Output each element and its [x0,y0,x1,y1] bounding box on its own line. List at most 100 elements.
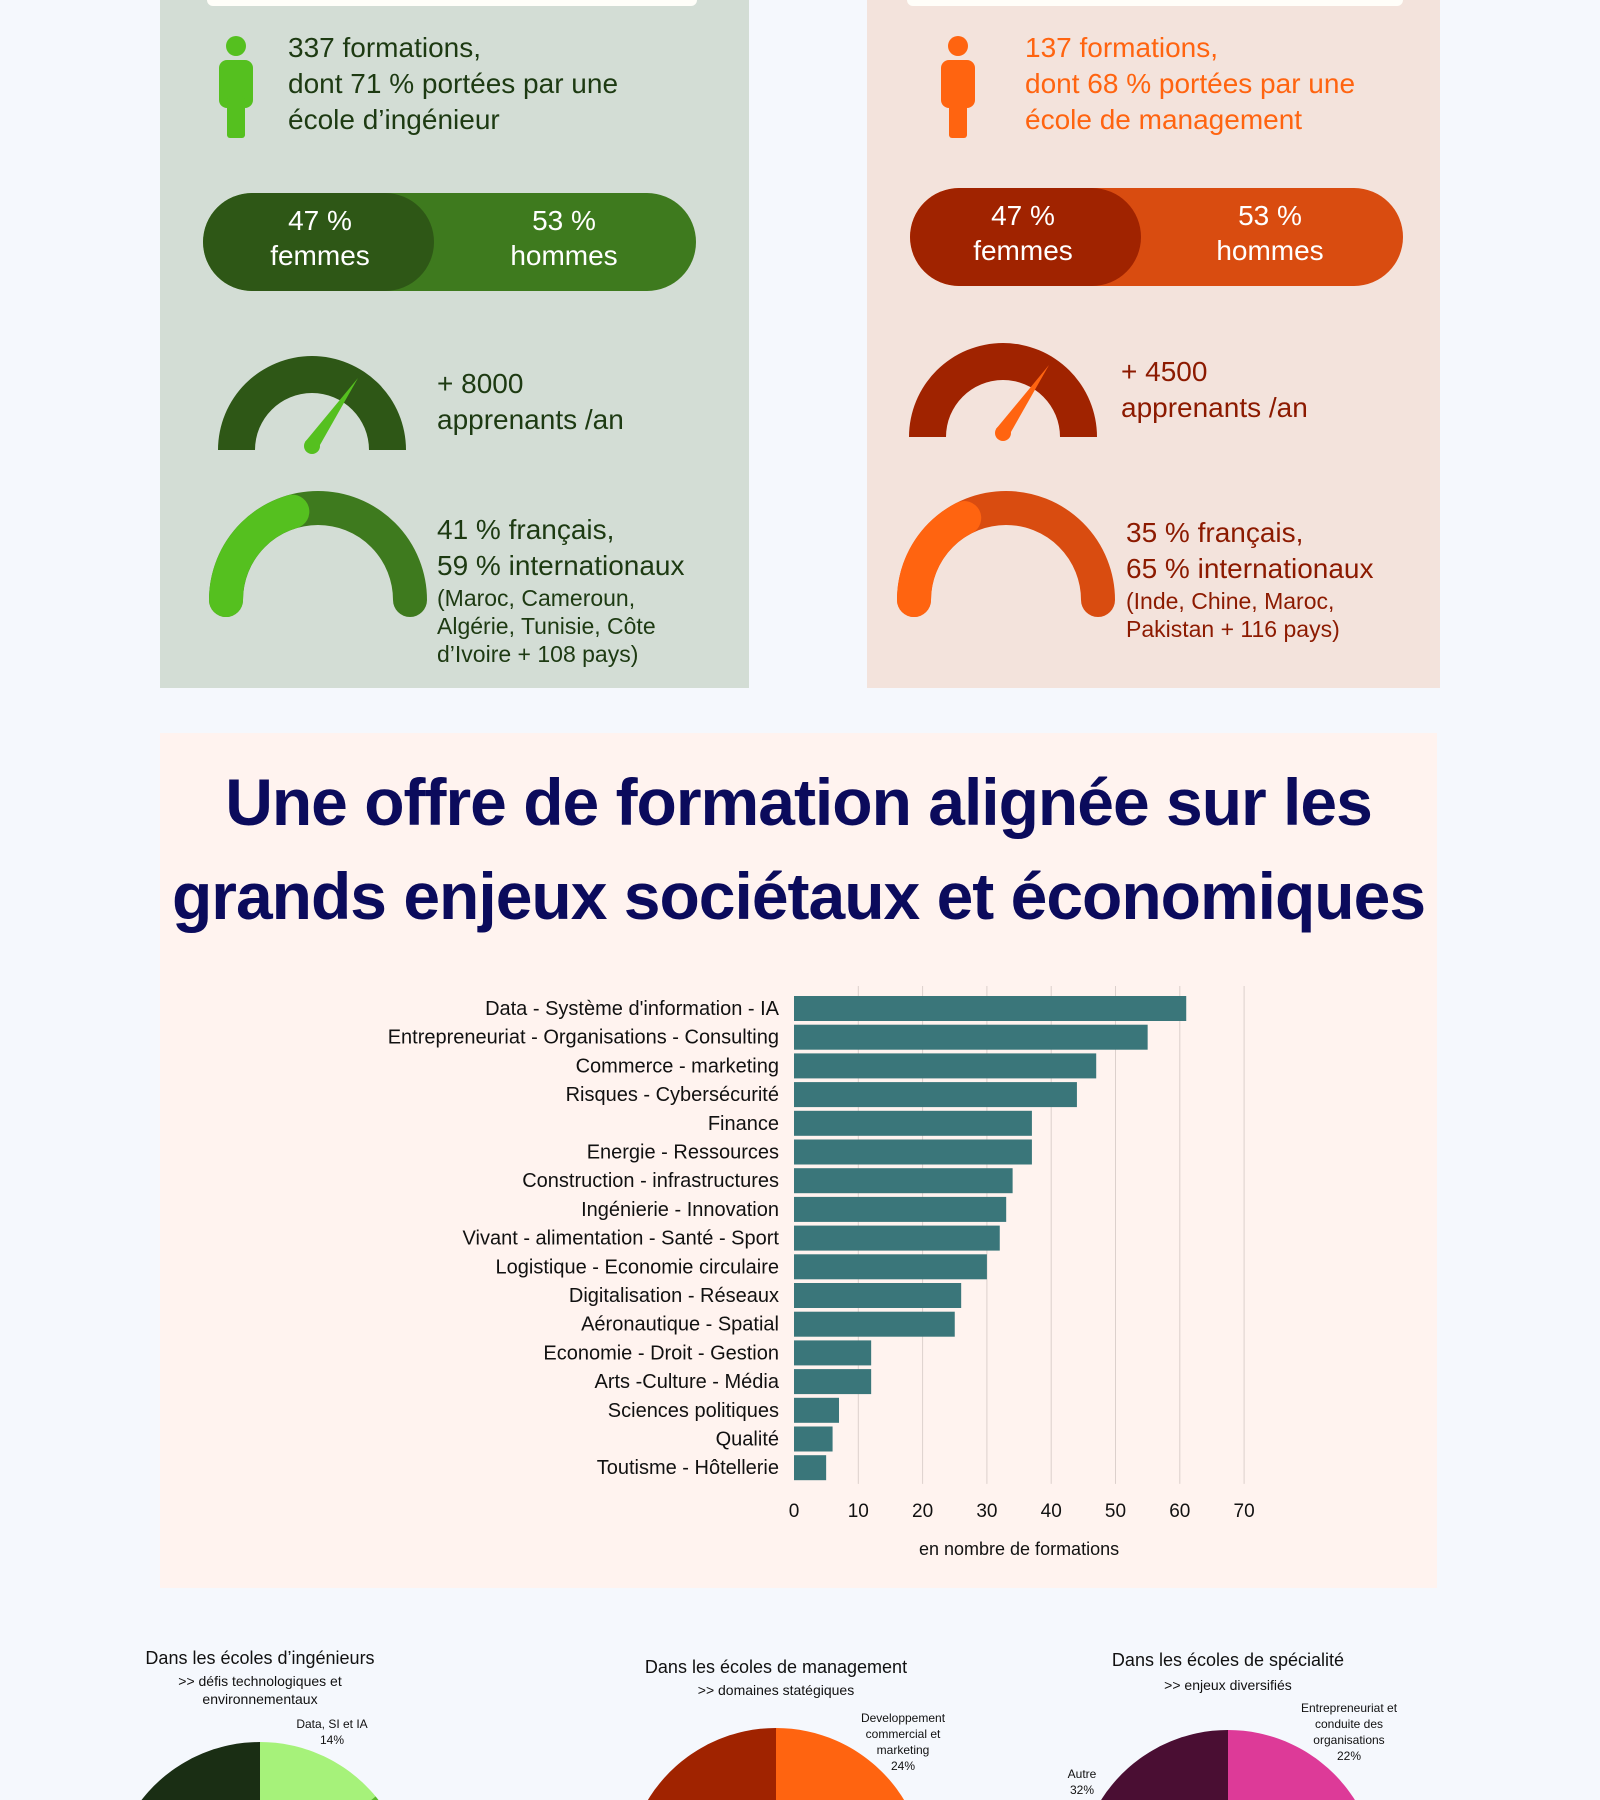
category-label: Toutisme - Hôtellerie [597,1457,779,1479]
label-line: Developpement [860,1711,946,1725]
text-line: 59 % internationaux [437,550,685,581]
pie-slice-label: Data, SI et IA 14% [296,1716,367,1748]
bar [794,1139,1032,1165]
text-line: + 8000 [437,368,524,399]
pie-slice [1228,1730,1355,1800]
pie-slice [371,1796,379,1800]
men-pct: 53 % [1238,200,1302,231]
x-tick-label: 40 [1041,1501,1062,1522]
bar [794,1340,872,1366]
men-label: hommes [510,240,618,271]
bar-chart: Data - Système d'information - IA Entrepr… [388,986,1255,1559]
x-tick-label: 50 [1105,1501,1126,1522]
learners-text: + 4500 apprenants /an [1121,354,1308,426]
x-tick-label: 30 [976,1501,997,1522]
nationality-gauge [897,491,1115,617]
bar [794,1426,833,1452]
women-label: femmes [973,235,1073,266]
pie-slice [260,1742,376,1800]
category-label: Energie - Ressources [587,1142,779,1164]
title-line: grands enjeux sociétaux et économiques [171,859,1426,933]
pie-other-label: Autre 32% [1068,1766,1097,1798]
bar [794,1225,1000,1251]
bar [794,1024,1148,1050]
women-pct: 47 % [991,200,1055,231]
pie-slice [1101,1730,1228,1800]
bar [794,1283,962,1308]
pie-subtitle: >> défis technologiques et environnementa… [178,1672,341,1708]
gauge-fill-french [897,501,982,617]
pie-slice [647,1728,776,1800]
person-icon [219,36,253,138]
label-line: commercial et [865,1727,941,1741]
pie-slice-label: Entrepreneuriat et conduite des organisati… [1301,1700,1397,1764]
bar [794,1397,840,1423]
bar [794,1082,1077,1108]
bar [794,1168,1013,1194]
label-line: conduite des [1314,1717,1384,1731]
gauge-fill-french [209,494,310,617]
x-tick-label: 20 [912,1501,933,1522]
category-label: Commerce - marketing [576,1055,779,1077]
text-line: (Inde, Chine, Maroc, [1126,588,1335,614]
label-line: 24% [890,1759,916,1773]
category-label: Entrepreneuriat - Organisations - Consul… [388,1027,779,1049]
text-line: apprenants /an [437,404,624,435]
bar [794,1053,1097,1079]
category-label: Ingénierie - Innovation [581,1199,779,1221]
subtitle-line: >> défis technologiques et [178,1673,342,1689]
bar [794,1455,827,1481]
panel-top-tab [907,0,1403,6]
text-line: école de management [1025,104,1303,135]
bar [794,1110,1032,1136]
gender-split-bar: 47 % femmes 53 % hommes [203,193,696,291]
nationality-text: 35 % français, 65 % internationaux (Inde… [1126,515,1374,643]
text-line: apprenants /an [1121,392,1308,423]
text-line: dont 68 % portées par une [1025,68,1356,99]
category-label: Arts -Culture - Média [595,1371,780,1393]
bar [794,1311,955,1337]
text-line: école d’ingénieur [288,104,500,135]
person-icon [941,36,975,138]
category-label: Data - Système d'information - IA [485,998,780,1020]
pie-title: Dans les écoles d’ingénieurs [145,1648,375,1668]
bar [794,1369,872,1395]
category-label: Logistique - Economie circulaire [496,1256,779,1278]
learners-text: + 8000 apprenants /an [437,366,624,438]
subtitle-line: environnementaux [202,1691,318,1707]
label-line: 22% [1336,1749,1362,1763]
pie-slice [141,1742,260,1800]
text-line: dont 71 % portées par une [288,68,619,99]
text-line: (Maroc, Cameroun, [437,585,636,611]
women-segment [203,193,434,291]
text-line: 137 formations, [1025,32,1218,63]
women-label: femmes [270,240,370,271]
category-label: Sciences politiques [608,1400,779,1422]
subtitle-line: >> enjeux diversifiés [1164,1677,1292,1693]
formations-text: 337 formations, dont 71 % portées par un… [288,30,618,138]
formations-text: 137 formations, dont 68 % portées par un… [1025,30,1355,138]
speedometer-icon [218,356,406,454]
x-axis-label: en nombre de formations [919,1539,1119,1559]
title-line: Une offre de formation alignée sur les [225,765,1373,839]
women-segment [910,188,1141,286]
subtitle-line: >> domaines statégiques [697,1682,855,1698]
pie-title: Dans les écoles de spécialité [1111,1650,1345,1670]
category-label: Economie - Droit - Gestion [543,1342,779,1364]
engineering-panel: 337 formations, dont 71 % portées par un… [160,0,749,688]
pie-charts [141,1728,1355,1800]
bar [794,1254,987,1280]
label-line: 32% [1069,1783,1095,1797]
x-tick-label: 70 [1234,1501,1255,1522]
gender-split-bar: 47 % femmes 53 % hommes [910,188,1403,286]
label-line: marketing [876,1743,930,1757]
x-tick-label: 10 [848,1501,869,1522]
category-label: Construction - infrastructures [522,1170,779,1192]
text-line: + 4500 [1121,356,1208,387]
bar [794,996,1187,1021]
x-tick-label: 0 [789,1501,800,1522]
label-line: Autre [1067,1767,1097,1781]
category-label: Digitalisation - Réseaux [569,1285,779,1307]
text-line: 337 formations, [288,32,481,63]
training-offer-section: Une offre de formation alignée sur les g… [160,733,1437,1588]
